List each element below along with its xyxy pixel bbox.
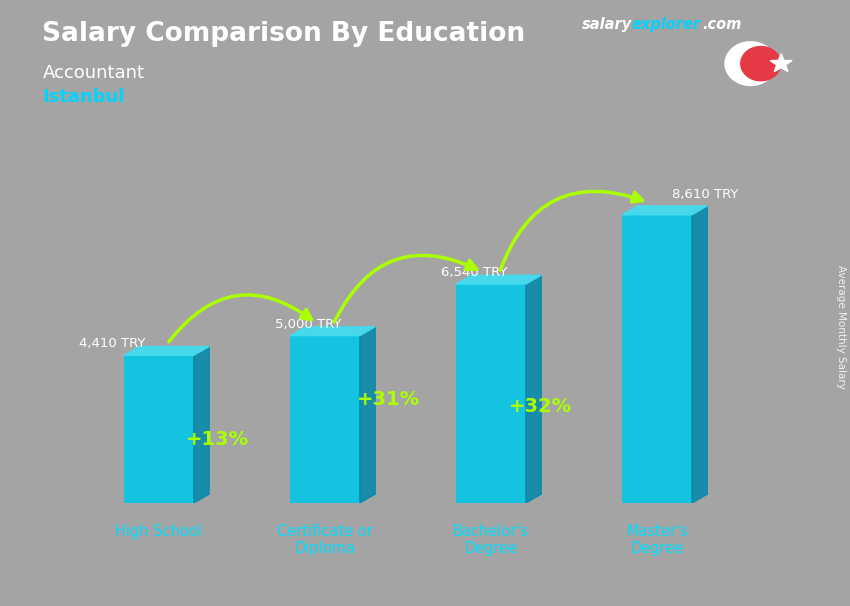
Text: explorer: explorer: [632, 17, 700, 32]
Polygon shape: [526, 275, 541, 503]
Text: Istanbul: Istanbul: [42, 88, 125, 106]
Text: High School: High School: [116, 524, 202, 539]
Text: Average Monthly Salary: Average Monthly Salary: [836, 265, 846, 389]
Text: Accountant: Accountant: [42, 64, 144, 82]
Text: Certificate or
Diploma: Certificate or Diploma: [277, 524, 373, 556]
Text: +31%: +31%: [356, 390, 420, 409]
Bar: [290, 336, 360, 503]
Text: Master's
Degree: Master's Degree: [626, 524, 688, 556]
Text: +13%: +13%: [185, 430, 248, 450]
Polygon shape: [622, 206, 707, 215]
Polygon shape: [741, 47, 780, 81]
Text: 8,610 TRY: 8,610 TRY: [672, 188, 739, 201]
Bar: [622, 215, 692, 503]
Bar: [456, 284, 526, 503]
Text: 5,000 TRY: 5,000 TRY: [275, 318, 342, 331]
Polygon shape: [456, 275, 541, 284]
Text: +32%: +32%: [509, 397, 572, 416]
Text: salary: salary: [582, 17, 632, 32]
Text: Salary Comparison By Education: Salary Comparison By Education: [42, 21, 525, 47]
Polygon shape: [725, 42, 776, 85]
Polygon shape: [194, 347, 209, 503]
Polygon shape: [770, 54, 792, 72]
Bar: [124, 355, 194, 503]
Polygon shape: [360, 327, 375, 503]
Polygon shape: [124, 347, 209, 355]
Polygon shape: [692, 206, 707, 503]
Text: Bachelor's
Degree: Bachelor's Degree: [453, 524, 529, 556]
Text: .com: .com: [702, 17, 741, 32]
Text: 4,410 TRY: 4,410 TRY: [79, 338, 145, 350]
Text: 6,540 TRY: 6,540 TRY: [441, 266, 507, 279]
Polygon shape: [290, 327, 375, 336]
